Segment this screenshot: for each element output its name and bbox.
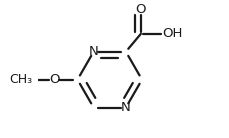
Text: CH₃: CH₃: [9, 73, 33, 86]
Text: N: N: [88, 45, 98, 58]
Text: N: N: [120, 101, 130, 114]
Text: O: O: [135, 3, 145, 16]
Text: O: O: [49, 73, 59, 86]
Text: OH: OH: [161, 27, 181, 40]
